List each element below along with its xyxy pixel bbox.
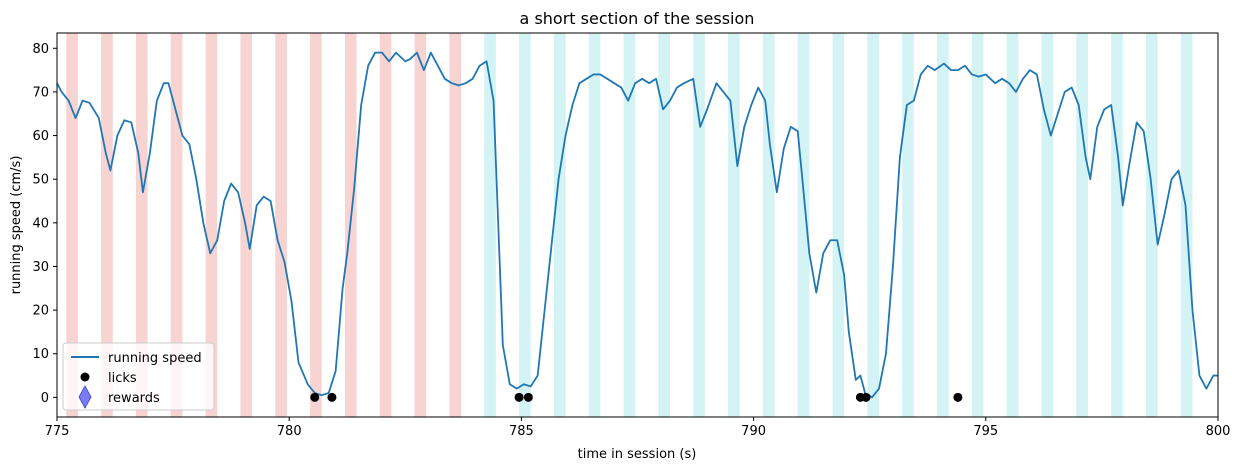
- y-tick-label-7: 70: [32, 85, 49, 100]
- y-tick-label-3: 30: [32, 260, 49, 275]
- x-axis-ticks: 775 780 785 790 795 800: [45, 417, 1231, 439]
- cyan-band-10: [832, 33, 845, 417]
- y-tick-label-8: 80: [32, 42, 49, 57]
- cyan-band-17: [1076, 33, 1088, 417]
- cyan-band-6: [693, 33, 705, 417]
- legend-speed-label: running speed: [108, 351, 202, 366]
- speed-series: [56, 51, 1218, 399]
- cyan-band-8: [762, 33, 775, 417]
- y-axis-label: running speed (cm/s): [9, 156, 24, 295]
- cyan-band-3: [588, 33, 601, 417]
- legend-rewards-label: rewards: [108, 391, 160, 406]
- x-tick-label-0: 775: [45, 424, 70, 439]
- plot-frame: [56, 32, 1219, 418]
- legend-box: [62, 342, 215, 411]
- cyan-band-11: [867, 33, 879, 417]
- x-axis-label: time in session (s): [578, 447, 697, 462]
- lick-point-5: [861, 392, 871, 402]
- red-band-0: [66, 33, 78, 417]
- cyan-band-7: [728, 33, 740, 417]
- red-band-9: [379, 33, 392, 417]
- lick-point-3: [523, 392, 533, 402]
- shaded-intervals: [66, 33, 1193, 417]
- running-speed-line: [56, 51, 1218, 399]
- chart-title: a short section of the session: [520, 9, 755, 28]
- y-tick-label-5: 50: [32, 173, 49, 188]
- legend: running speed licks rewards: [62, 342, 215, 411]
- cyan-band-4: [623, 33, 636, 417]
- x-tick-label-1: 780: [277, 424, 302, 439]
- cyan-band-16: [1041, 33, 1054, 417]
- legend-licks-label: licks: [108, 371, 137, 386]
- x-tick-label-3: 790: [741, 424, 766, 439]
- cyan-band-13: [937, 33, 949, 417]
- y-axis-ticks: 0 10 20 30 40 50 60 70 80: [32, 42, 57, 406]
- y-tick-label-4: 40: [32, 216, 49, 231]
- red-band-11: [449, 33, 462, 417]
- red-band-7: [310, 33, 322, 417]
- red-band-10: [414, 33, 427, 417]
- legend-rewards-swatch: [78, 385, 92, 409]
- lick-point-1: [327, 392, 337, 402]
- y-tick-label-0: 0: [41, 391, 49, 406]
- licks-series: [310, 392, 963, 402]
- lick-point-0: [310, 392, 320, 402]
- cyan-band-19: [1146, 33, 1158, 417]
- red-band-1: [101, 33, 113, 417]
- cyan-band-15: [1006, 33, 1019, 417]
- y-tick-label-1: 10: [32, 347, 49, 362]
- x-tick-label-5: 800: [1206, 424, 1231, 439]
- cyan-band-1: [519, 33, 531, 417]
- red-band-4: [205, 33, 218, 417]
- cyan-band-9: [797, 33, 810, 417]
- cyan-band-5: [658, 33, 671, 417]
- y-tick-label-6: 60: [32, 129, 49, 144]
- cyan-band-12: [902, 33, 914, 417]
- cyan-band-0: [484, 33, 496, 417]
- legend-licks-swatch: [80, 372, 90, 382]
- red-band-3: [170, 33, 183, 417]
- red-band-2: [135, 33, 148, 417]
- cyan-band-18: [1111, 33, 1123, 417]
- lick-point-6: [953, 392, 963, 402]
- x-tick-label-4: 795: [973, 424, 998, 439]
- y-tick-label-2: 20: [32, 304, 49, 319]
- cyan-band-2: [553, 33, 566, 417]
- red-band-6: [275, 33, 287, 417]
- lick-point-2: [514, 392, 524, 402]
- x-tick-label-2: 785: [509, 424, 534, 439]
- cyan-band-14: [971, 33, 984, 417]
